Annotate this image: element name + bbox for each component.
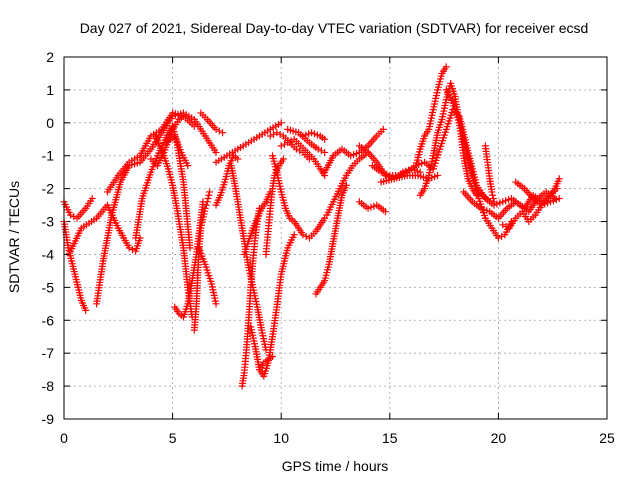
y-tick-label: 1 bbox=[46, 82, 54, 98]
y-tick-label: -6 bbox=[42, 312, 55, 328]
data-point-interp bbox=[489, 195, 497, 203]
data-point-interp bbox=[215, 127, 223, 135]
data-point bbox=[488, 188, 496, 196]
data-point bbox=[88, 195, 96, 203]
data-point-interp bbox=[128, 246, 136, 254]
data-point bbox=[125, 244, 133, 252]
data-point bbox=[279, 155, 287, 163]
data-point bbox=[284, 139, 292, 147]
data-point-interp bbox=[498, 232, 506, 240]
data-point bbox=[490, 198, 498, 206]
data-point bbox=[277, 142, 285, 150]
data-point bbox=[442, 63, 450, 71]
data-point bbox=[321, 148, 329, 156]
plot-frame bbox=[63, 56, 608, 420]
data-point bbox=[494, 234, 502, 242]
data-point bbox=[212, 300, 220, 308]
y-tick-label: -7 bbox=[42, 345, 55, 361]
data-point bbox=[555, 175, 563, 183]
y-tick-label: -4 bbox=[42, 246, 55, 262]
data-point bbox=[381, 208, 389, 216]
y-tick-label: -2 bbox=[42, 181, 55, 197]
x-tick-label: 20 bbox=[491, 430, 507, 446]
data-point bbox=[379, 125, 387, 133]
y-tick-label: -1 bbox=[42, 148, 55, 164]
data-point bbox=[203, 198, 211, 206]
y-tick-label: 2 bbox=[46, 49, 54, 65]
data-point bbox=[499, 221, 507, 229]
data-point-interp bbox=[204, 195, 212, 203]
data-point bbox=[299, 231, 307, 239]
data-point bbox=[273, 129, 281, 137]
data-points bbox=[60, 63, 563, 390]
x-tick-label: 25 bbox=[599, 430, 615, 446]
data-point bbox=[266, 132, 274, 140]
data-point bbox=[269, 352, 277, 360]
data-point bbox=[179, 112, 187, 120]
x-axis-label: GPS time / hours bbox=[282, 458, 389, 474]
y-axis-label: SDTVAR / TECUs bbox=[6, 181, 22, 293]
y-tick-label: 0 bbox=[46, 115, 54, 131]
data-point-interp bbox=[202, 201, 210, 209]
data-point-interp bbox=[276, 130, 284, 138]
x-tick-label: 5 bbox=[169, 430, 177, 446]
data-point bbox=[314, 145, 322, 153]
data-point bbox=[190, 122, 198, 130]
y-tick-label: -5 bbox=[42, 279, 55, 295]
y-tick-label: -9 bbox=[42, 411, 55, 427]
data-point bbox=[434, 171, 442, 179]
data-point bbox=[212, 125, 220, 133]
data-point bbox=[219, 129, 227, 137]
data-point bbox=[555, 195, 563, 203]
x-tick-label: 0 bbox=[60, 430, 68, 446]
data-point bbox=[206, 188, 214, 196]
data-point bbox=[342, 181, 350, 189]
data-point bbox=[277, 119, 285, 127]
chart-title: Day 027 of 2021, Sidereal Day-to-day VTE… bbox=[80, 20, 589, 36]
data-point bbox=[82, 306, 90, 314]
grid-lines bbox=[64, 57, 607, 419]
data-point-interp bbox=[205, 191, 213, 199]
data-point bbox=[186, 244, 194, 252]
data-point-interp bbox=[270, 130, 278, 138]
data-point-interp bbox=[280, 140, 288, 148]
data-point-interp bbox=[489, 191, 497, 199]
data-point bbox=[212, 148, 220, 156]
data-point bbox=[234, 155, 242, 163]
x-tick-label: 15 bbox=[382, 430, 398, 446]
data-point-interp bbox=[317, 147, 325, 155]
data-point bbox=[292, 145, 300, 153]
data-point bbox=[201, 204, 209, 212]
data-point-interp bbox=[502, 222, 510, 230]
data-point bbox=[184, 162, 192, 170]
data-point bbox=[321, 135, 329, 143]
y-tick-label: -8 bbox=[42, 378, 55, 394]
data-point bbox=[67, 211, 75, 219]
data-point bbox=[290, 231, 298, 239]
y-tick-label: -3 bbox=[42, 214, 55, 230]
x-tick-label: 10 bbox=[273, 430, 289, 446]
